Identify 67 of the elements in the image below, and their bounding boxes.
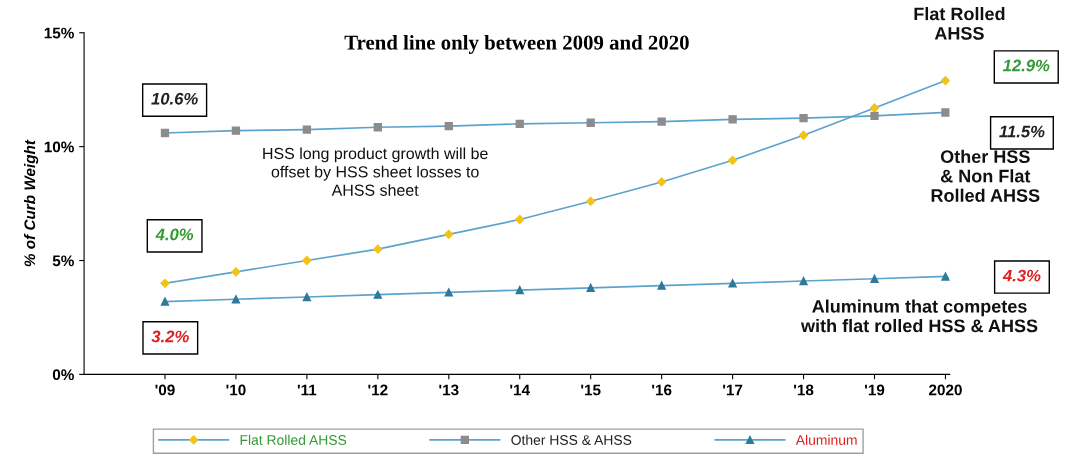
chart-title: Trend line only between 2009 and 2020 bbox=[344, 34, 689, 54]
legend-label: Flat Rolled AHSS bbox=[240, 434, 347, 445]
point bbox=[444, 229, 454, 239]
point bbox=[870, 111, 879, 121]
point bbox=[302, 292, 312, 302]
point bbox=[231, 295, 241, 304]
x-tick-label: '13 bbox=[439, 384, 459, 396]
point bbox=[727, 155, 738, 165]
x-tick-label: 2020 bbox=[929, 384, 962, 396]
point bbox=[941, 272, 950, 281]
point bbox=[798, 130, 809, 140]
annotation: Other HSS & Non Flat Rolled AHSS bbox=[931, 149, 1040, 202]
x-tick-label: '09 bbox=[155, 384, 175, 396]
point bbox=[940, 75, 950, 86]
x-tick-label: '14 bbox=[510, 384, 530, 396]
point bbox=[657, 281, 666, 290]
annotation: 10.6% bbox=[151, 92, 198, 105]
text: 12.9% bbox=[1002, 59, 1050, 72]
point bbox=[373, 244, 383, 254]
y-tick-label: 0% bbox=[52, 369, 74, 381]
point bbox=[728, 279, 737, 288]
point bbox=[586, 196, 596, 206]
point bbox=[515, 214, 525, 225]
point bbox=[160, 297, 170, 306]
y-tick-label: 10% bbox=[44, 141, 74, 153]
text: 4.3% bbox=[1002, 269, 1041, 282]
point bbox=[869, 103, 880, 113]
point bbox=[373, 123, 382, 132]
point bbox=[231, 126, 241, 135]
point bbox=[160, 128, 170, 138]
x-tick-label: '17 bbox=[723, 384, 743, 396]
x-tick-label: '11 bbox=[297, 384, 317, 396]
legend-label: Aluminum bbox=[795, 434, 857, 445]
x-tick-label: '10 bbox=[226, 384, 246, 396]
point bbox=[586, 283, 595, 293]
x-tick-label: '19 bbox=[865, 384, 885, 396]
point bbox=[302, 255, 312, 266]
point bbox=[373, 290, 382, 299]
annotation: 4.0% bbox=[155, 228, 194, 241]
point bbox=[515, 119, 524, 129]
legend-label: Other HSS & AHSS bbox=[511, 434, 632, 445]
point bbox=[444, 288, 453, 297]
point bbox=[444, 121, 453, 131]
point bbox=[657, 177, 667, 187]
point bbox=[231, 267, 241, 277]
x-tick-label: '15 bbox=[581, 384, 601, 396]
y-tick-label: 5% bbox=[52, 255, 74, 267]
y-axis-title: % of Curb Weight bbox=[23, 139, 39, 267]
point bbox=[941, 108, 950, 117]
point bbox=[799, 114, 808, 123]
text: 11.5% bbox=[999, 125, 1045, 138]
point bbox=[728, 115, 737, 124]
point bbox=[870, 274, 879, 283]
point bbox=[302, 125, 312, 134]
annotation: Flat Rolled AHSS bbox=[914, 7, 1005, 40]
x-tick-label: '16 bbox=[652, 384, 672, 396]
point bbox=[799, 276, 808, 286]
point bbox=[586, 118, 595, 127]
annotation: 3.2% bbox=[151, 330, 189, 343]
x-tick-label: '18 bbox=[794, 384, 814, 396]
point bbox=[657, 117, 666, 126]
y-tick-label: 15% bbox=[44, 27, 74, 39]
annotation: Aluminum that competes with flat rolled HSS & AHSS bbox=[800, 299, 1038, 333]
annotation: HSS long product growth will be offset by HSS sheet losses to AHSS sheet bbox=[263, 147, 488, 196]
point bbox=[160, 278, 170, 288]
point bbox=[515, 285, 524, 295]
x-tick-label: '12 bbox=[368, 384, 388, 396]
